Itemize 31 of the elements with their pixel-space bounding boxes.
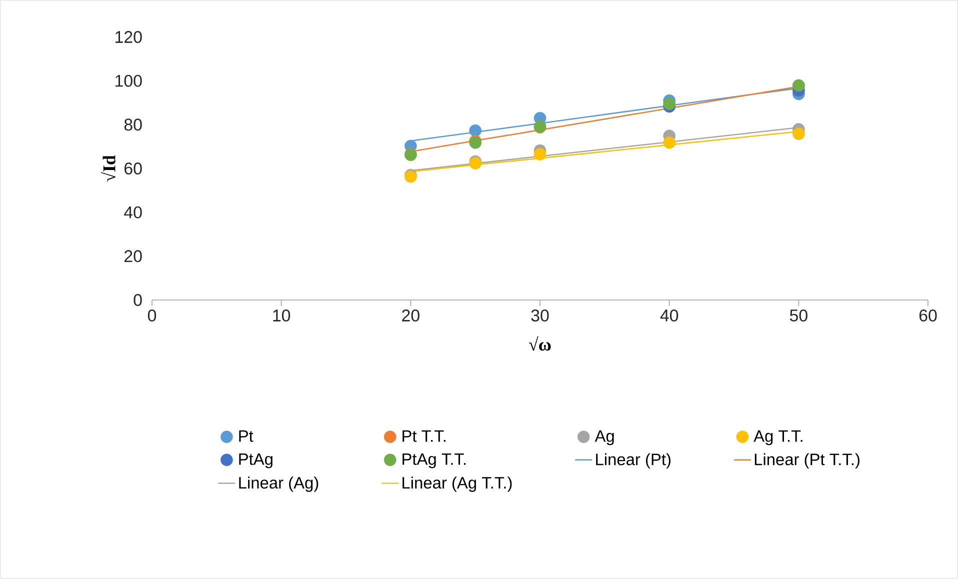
x-tick-label: 60 — [919, 309, 937, 322]
point — [469, 124, 482, 137]
point — [534, 148, 546, 160]
x-tick-label: 30 — [531, 309, 549, 322]
x-axis-title: √ω — [528, 336, 551, 351]
x-tick-label: 20 — [402, 309, 420, 322]
x-tick-label: 50 — [790, 309, 808, 322]
y-tick-label: 80 — [124, 118, 142, 131]
legend-label: Linear (Ag T.T.) — [402, 476, 512, 492]
y-tick-label: 60 — [124, 162, 142, 174]
legend-label: Pt T.T. — [402, 430, 446, 442]
y-tick-label: 100 — [116, 74, 142, 87]
legend-label: Pt — [239, 430, 254, 442]
point — [792, 128, 805, 140]
y-tick-label: 0 — [134, 294, 142, 306]
legend-label: PtAg — [239, 453, 272, 468]
x-tick-label: 0 — [148, 309, 156, 322]
point — [663, 136, 676, 149]
x-tick-label: 10 — [273, 309, 290, 322]
y-axis-title: √Id — [101, 155, 116, 182]
y-tick-label: 20 — [124, 250, 142, 262]
legend-label: Linear (Pt) — [596, 453, 670, 469]
point — [663, 98, 676, 110]
legend-label: Ag T.T. — [754, 430, 802, 446]
y-tick-label: 120 — [116, 31, 142, 43]
legend-label: Linear (Ag) — [239, 476, 318, 492]
y-tick-label: 40 — [124, 206, 142, 218]
legend-label: Linear (Pt T.T.) — [754, 453, 860, 469]
x-tick-label: 40 — [660, 309, 678, 322]
legend-label: PtAg T.T. — [402, 453, 466, 468]
legend-label: Ag — [594, 430, 614, 446]
